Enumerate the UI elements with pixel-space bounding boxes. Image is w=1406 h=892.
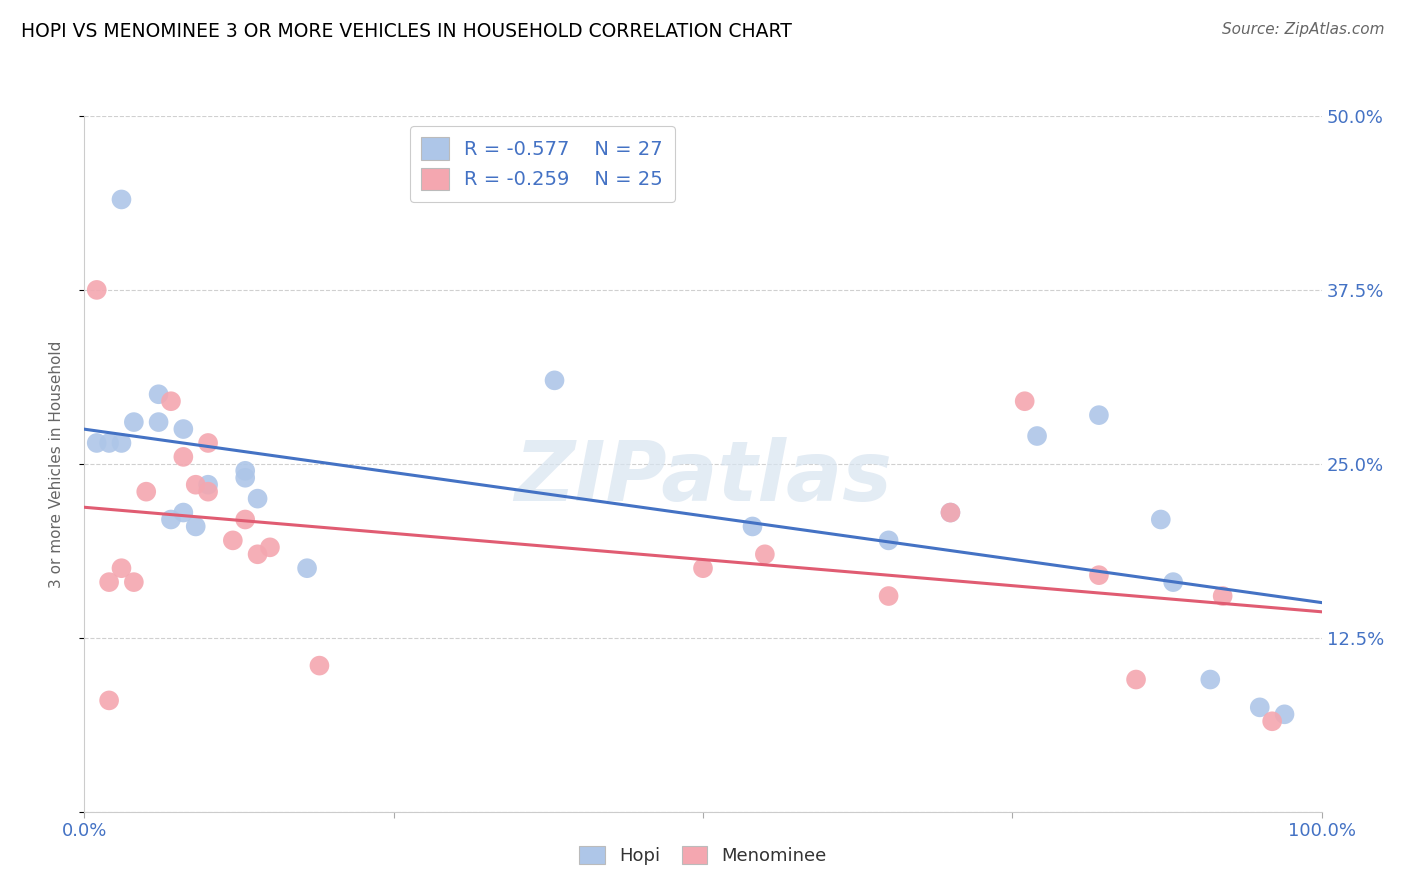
Point — [172, 506, 194, 520]
Point — [86, 436, 108, 450]
Point — [184, 477, 207, 491]
Point — [135, 484, 157, 499]
Point — [197, 484, 219, 499]
Point — [233, 471, 256, 485]
Point — [86, 283, 108, 297]
Point — [98, 693, 121, 707]
Point — [1026, 429, 1049, 443]
Point — [1261, 714, 1284, 729]
Point — [877, 589, 900, 603]
Point — [110, 193, 132, 207]
Point — [754, 547, 776, 561]
Point — [692, 561, 714, 575]
Point — [197, 436, 219, 450]
Point — [1249, 700, 1271, 714]
Point — [1088, 408, 1111, 422]
Text: HOPI VS MENOMINEE 3 OR MORE VEHICLES IN HOUSEHOLD CORRELATION CHART: HOPI VS MENOMINEE 3 OR MORE VEHICLES IN … — [21, 22, 792, 41]
Point — [295, 561, 318, 575]
Point — [233, 512, 256, 526]
Point — [160, 394, 183, 409]
Point — [110, 561, 132, 575]
Point — [939, 506, 962, 520]
Point — [98, 436, 121, 450]
Point — [246, 491, 269, 506]
Point — [1274, 707, 1296, 722]
Legend: Hopi, Menominee: Hopi, Menominee — [572, 838, 834, 872]
Point — [1212, 589, 1234, 603]
Point — [1150, 512, 1173, 526]
Point — [543, 373, 565, 387]
Y-axis label: 3 or more Vehicles in Household: 3 or more Vehicles in Household — [49, 340, 63, 588]
Point — [1014, 394, 1036, 409]
Point — [222, 533, 245, 548]
Point — [877, 533, 900, 548]
Point — [110, 436, 132, 450]
Point — [122, 415, 145, 429]
Point — [122, 575, 145, 590]
Point — [308, 658, 330, 673]
Point — [148, 415, 170, 429]
Text: Source: ZipAtlas.com: Source: ZipAtlas.com — [1222, 22, 1385, 37]
Point — [184, 519, 207, 533]
Point — [1088, 568, 1111, 582]
Point — [197, 477, 219, 491]
Point — [160, 512, 183, 526]
Point — [246, 547, 269, 561]
Point — [259, 541, 281, 555]
Point — [741, 519, 763, 533]
Point — [939, 506, 962, 520]
Point — [1161, 575, 1184, 590]
Text: ZIPatlas: ZIPatlas — [515, 437, 891, 518]
Point — [172, 422, 194, 436]
Point — [172, 450, 194, 464]
Point — [98, 575, 121, 590]
Point — [233, 464, 256, 478]
Point — [1199, 673, 1222, 687]
Point — [148, 387, 170, 401]
Point — [1125, 673, 1147, 687]
